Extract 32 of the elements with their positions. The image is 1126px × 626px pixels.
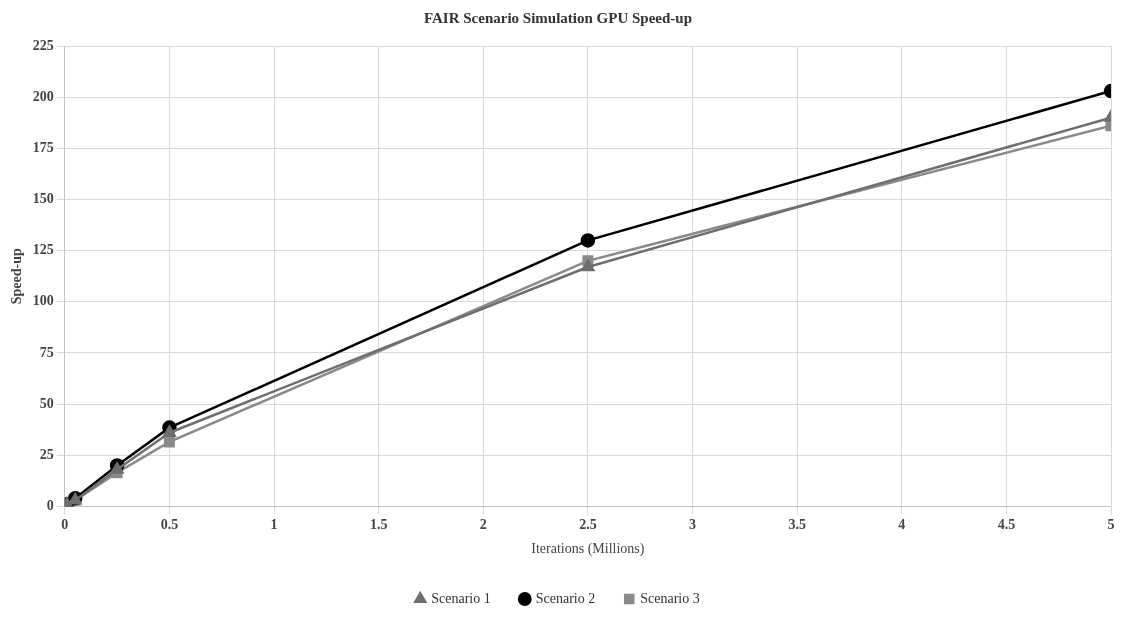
legend-label: Scenario 2 (535, 590, 596, 606)
x-tick-label: 2 (479, 517, 487, 533)
legend-label: Scenario 1 (431, 590, 491, 606)
x-tick-label: 4 (898, 517, 906, 533)
y-tick-label: 100 (32, 293, 54, 309)
x-tick-label: 5 (1107, 517, 1115, 533)
x-tick-label: 0.5 (160, 517, 179, 533)
x-tick-label: 1.5 (369, 517, 388, 533)
x-tick-label: 3.5 (788, 517, 806, 533)
x-tick-label: 4.5 (997, 517, 1016, 533)
y-tick-label: 25 (39, 446, 54, 462)
y-axis-title: Speed-up (9, 247, 25, 305)
y-tick-label: 0 (46, 498, 54, 514)
x-tick-label: 1 (270, 517, 278, 533)
point (162, 425, 176, 437)
y-tick-label: 200 (32, 88, 54, 104)
x-axis-title: Iterations (Millions) (531, 541, 645, 558)
y-tick-label: 75 (39, 344, 54, 360)
y-tick-label: 225 (32, 37, 54, 53)
y-tick-label: 175 (32, 139, 54, 155)
y-tick-label: 150 (32, 191, 54, 207)
point (110, 462, 124, 474)
point (163, 436, 175, 448)
x-tick-label: 3 (689, 517, 697, 533)
point (581, 259, 595, 272)
y-tick-label: 125 (32, 242, 54, 258)
legend-label: Scenario 3 (640, 590, 700, 606)
x-tick-label: 0 (61, 517, 69, 533)
point (580, 233, 596, 248)
x-tick-label: 2.5 (579, 517, 597, 533)
chart-title: FAIR Scenario Simulation GPU Speed-up (423, 9, 693, 26)
y-tick-label: 50 (39, 395, 54, 411)
